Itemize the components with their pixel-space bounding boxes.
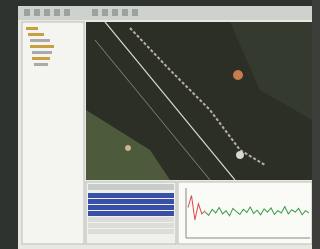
town	[236, 151, 244, 159]
page: (() => { const data = JSON.parse(documen…	[0, 0, 312, 249]
table-row[interactable]	[88, 211, 174, 216]
table-row[interactable]	[88, 223, 174, 228]
tool-icon[interactable]	[64, 9, 70, 16]
tree-node[interactable]	[34, 63, 48, 66]
screen	[0, 0, 312, 249]
tool-icon[interactable]	[34, 9, 40, 16]
table-row[interactable]	[88, 193, 174, 198]
panel-toolbar	[88, 184, 174, 190]
attribute-table	[88, 193, 174, 234]
tool-icon[interactable]	[54, 9, 60, 16]
table-row[interactable]	[88, 205, 174, 210]
tool-icon[interactable]	[92, 9, 98, 16]
tree-node[interactable]	[28, 33, 44, 36]
tool-icon[interactable]	[44, 9, 50, 16]
table-row[interactable]	[88, 217, 174, 222]
tree-node[interactable]	[30, 45, 54, 48]
table-row[interactable]	[88, 229, 174, 234]
table-row[interactable]	[88, 199, 174, 204]
toolbar	[18, 6, 312, 20]
tool-icon[interactable]	[132, 9, 138, 16]
tree-node[interactable]	[26, 27, 38, 30]
tree-node[interactable]	[30, 39, 50, 42]
layer-tree-panel	[22, 22, 84, 244]
clearing	[125, 145, 131, 151]
profile-chart-panel	[178, 182, 312, 244]
tree-node[interactable]	[32, 57, 50, 60]
site-marker	[233, 70, 243, 80]
tool-icon[interactable]	[24, 9, 30, 16]
tool-icon[interactable]	[112, 9, 118, 16]
tool-icon[interactable]	[122, 9, 128, 16]
tree-node[interactable]	[32, 51, 52, 54]
tool-icon[interactable]	[102, 9, 108, 16]
